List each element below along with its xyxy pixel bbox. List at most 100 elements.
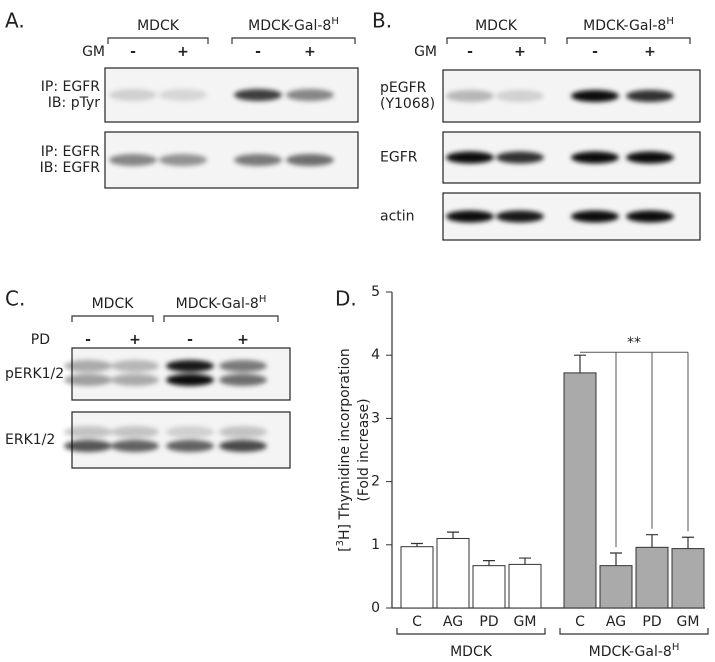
panel-letter: B. [372, 9, 392, 33]
x-tick-label: AG [443, 614, 463, 630]
group-label-main: MDCK-Gal-8 [589, 644, 672, 660]
y-tick-label: 4 [371, 347, 380, 363]
group-label: MDCK [137, 18, 180, 34]
bands [446, 210, 674, 223]
panel-letter: C. [5, 287, 25, 311]
y-tick-label: 5 [371, 284, 380, 300]
band [109, 154, 157, 166]
condition-sign: + [514, 44, 526, 60]
x-tick-label: GM [514, 614, 537, 630]
band [446, 151, 494, 164]
bracket [107, 37, 209, 44]
y-axis-label: [3H] Thymidine incorporation [335, 348, 354, 552]
band [219, 374, 267, 386]
band [626, 151, 674, 164]
blot-label: pERK1/2 [5, 366, 64, 382]
bands [446, 151, 674, 164]
blot-frame [71, 411, 291, 469]
condition-sign: - [85, 332, 91, 348]
x-tick-label: C [575, 614, 585, 630]
blot-label: IP: EGFR [41, 79, 100, 95]
band [109, 89, 157, 101]
blot-label: actin [380, 209, 415, 225]
condition-sign: + [237, 332, 249, 348]
x-tick-label: AG [606, 614, 626, 630]
y-axis-label-2: (Fold increase) [356, 398, 372, 501]
y-tick-label: 1 [371, 537, 380, 553]
error-bar [411, 542, 423, 547]
bar [508, 563, 542, 609]
band [64, 374, 112, 386]
band [64, 360, 112, 372]
blot-label: pEGFR [380, 80, 427, 96]
band [64, 426, 112, 438]
bracket [71, 315, 154, 322]
group-label-sup: H [666, 16, 674, 27]
y-label-open: [ [337, 546, 353, 551]
group-label-sup: H [672, 642, 680, 653]
band [496, 210, 544, 223]
condition-sign: + [129, 332, 141, 348]
blot-label: (Y1068) [380, 96, 435, 112]
band [286, 89, 334, 101]
band [234, 89, 282, 101]
group-label: MDCK-Gal-8H [176, 294, 267, 313]
condition-sign: - [467, 44, 473, 60]
band [166, 426, 214, 438]
group-label-main: MDCK [475, 18, 518, 34]
blot-label: IP: EGFR [41, 144, 100, 160]
y-tick-label: 2 [371, 474, 380, 490]
band [234, 154, 282, 166]
band [111, 426, 159, 438]
group-label-main: MDCK-Gal-8 [583, 18, 666, 34]
y-tick-label: 3 [371, 410, 380, 426]
band [219, 360, 267, 372]
group-label: MDCK-Gal-8H [589, 642, 680, 661]
error-bar [519, 557, 531, 565]
condition-sign: - [255, 44, 261, 60]
panel-letter: D. [335, 287, 357, 311]
bar [472, 565, 506, 609]
x-tick-label: C [412, 614, 422, 630]
y-label-main: H] Thymidine incorporation [337, 348, 353, 540]
band [446, 90, 494, 102]
group-label: MDCK-Gal-8H [248, 16, 339, 35]
group-label-main: MDCK [450, 644, 493, 660]
bracket [566, 37, 691, 44]
bracket [559, 628, 709, 635]
condition-sign: + [644, 44, 656, 60]
bracket [231, 37, 356, 44]
band [111, 360, 159, 372]
band [626, 90, 674, 102]
condition-sign: - [130, 44, 136, 60]
group-label: MDCK [450, 644, 493, 660]
condition-sign: + [304, 44, 316, 60]
error-bar [610, 552, 622, 566]
band [571, 151, 619, 164]
band [159, 89, 207, 101]
bands [446, 90, 674, 102]
bands [109, 89, 334, 101]
group-label-main: MDCK-Gal-8 [248, 18, 331, 34]
bar [599, 565, 633, 609]
x-tick-label: PD [642, 614, 661, 630]
error-bar [682, 536, 694, 549]
blot-label: IB: pTyr [48, 95, 100, 111]
treatment-label: GM [414, 44, 437, 60]
condition-sign: + [177, 44, 189, 60]
group-label: MDCK [475, 18, 518, 34]
condition-sign: - [187, 332, 193, 348]
group-label: MDCK [92, 296, 135, 312]
bands [64, 360, 267, 386]
bands [64, 426, 267, 452]
bands [109, 154, 334, 166]
band [111, 440, 159, 452]
band [571, 210, 619, 223]
band [626, 210, 674, 223]
band [166, 374, 214, 386]
error-bar [646, 534, 658, 548]
bar [400, 546, 434, 609]
bracket [396, 628, 546, 635]
band [159, 154, 207, 166]
